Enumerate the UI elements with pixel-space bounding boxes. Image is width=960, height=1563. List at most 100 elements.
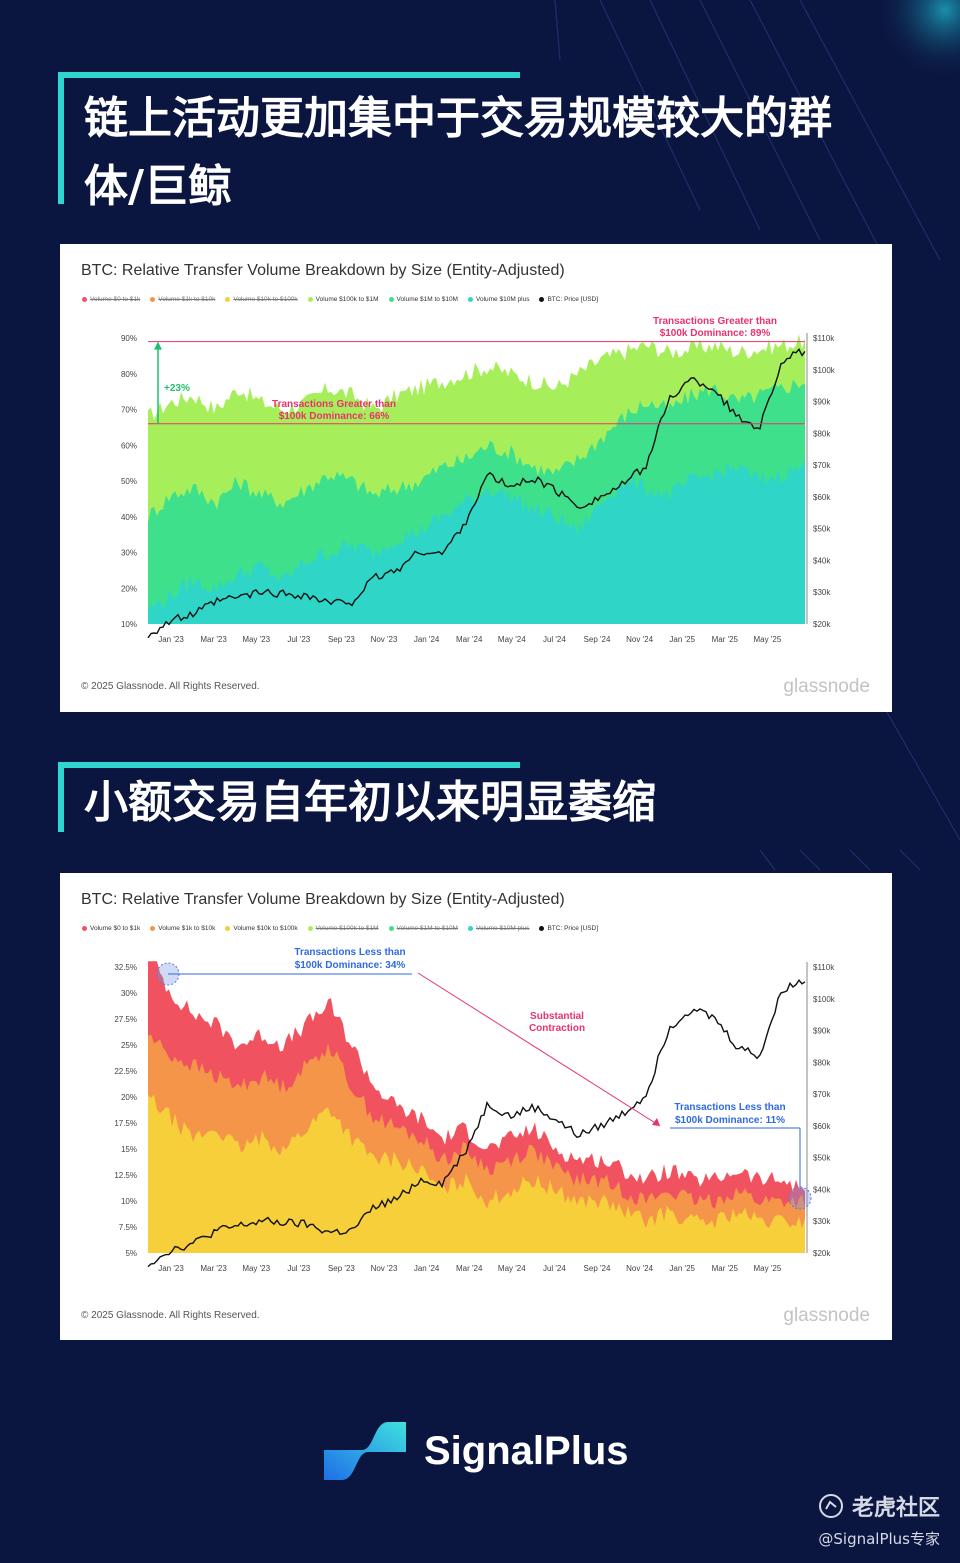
legend-label: Volume $0 to $1k xyxy=(90,925,141,932)
highlight-circle xyxy=(788,1186,812,1210)
y-tick-label: 5% xyxy=(125,1249,137,1258)
chart-panel-1: BTC: Relative Transfer Volume Breakdown … xyxy=(60,244,892,712)
legend-item[interactable]: Volume $1M to $10M xyxy=(388,296,458,303)
price-line xyxy=(147,979,806,1268)
legend-swatch xyxy=(150,297,156,302)
chart-title: BTC: Relative Transfer Volume Breakdown … xyxy=(81,891,565,908)
legend-item[interactable]: Volume $10k to $100k xyxy=(225,925,298,932)
x-tick-label: Jan '24 xyxy=(414,635,440,644)
legend-item[interactable]: Volume $10M plus xyxy=(467,296,529,303)
y2-tick-label: $110k xyxy=(813,334,835,343)
community-name: 老虎社区 xyxy=(851,1496,940,1521)
x-tick-label: Mar '25 xyxy=(712,635,739,644)
legend-item[interactable]: Volume $10k to $100k xyxy=(225,296,298,303)
x-tick-label: May '24 xyxy=(498,1264,526,1273)
legend-item[interactable]: Volume $100k to $1M xyxy=(307,925,379,932)
x-tick-label: Jan '24 xyxy=(414,1264,440,1273)
annotation-text: $100k Dominance: 89% xyxy=(660,328,771,339)
y-tick-label: 10% xyxy=(121,1197,137,1206)
legend-item[interactable]: Volume $0 to $1k xyxy=(82,296,140,303)
heading-accent-top xyxy=(58,762,520,768)
x-tick-label: Jan '23 xyxy=(158,635,184,644)
contraction-arrowhead xyxy=(652,1118,660,1126)
x-tick-label: Jul '23 xyxy=(287,1264,310,1273)
annotation-text: Transactions Greater than xyxy=(272,399,396,410)
author-handle: @SignalPlus专家 xyxy=(818,1530,940,1548)
legend-item[interactable]: Volume $1k to $10k xyxy=(150,925,215,932)
y-tick-label: 30% xyxy=(121,549,137,558)
y2-tick-label: $40k xyxy=(813,556,831,565)
legend-item[interactable]: Volume $1k to $10k xyxy=(150,296,215,303)
legend-label: BTC: Price [USD] xyxy=(547,925,599,932)
chart-plot: 10% 20% 30% 40% 50% 60% 70% 80% 90% $20k $30k $40k $… xyxy=(121,316,836,644)
legend-item[interactable]: Volume $1M to $10M xyxy=(388,925,458,932)
x-tick-label: Jul '24 xyxy=(543,1264,566,1273)
legend-item[interactable]: Volume $10M plus xyxy=(467,925,529,932)
x-tick-label: Sep '23 xyxy=(328,1264,355,1273)
y2-tick-label: $70k xyxy=(813,1090,831,1099)
y-tick-label: 12.5% xyxy=(114,1171,137,1180)
legend-item[interactable]: BTC: Price [USD] xyxy=(539,925,598,932)
x-tick-label: May '24 xyxy=(498,635,526,644)
y2-tick-label: $30k xyxy=(813,588,831,597)
legend-item[interactable]: Volume $100k to $1M xyxy=(307,296,379,303)
y-tick-label: 20% xyxy=(121,1093,137,1102)
y-tick-label: 40% xyxy=(121,513,137,522)
y2-tick-label: $100k xyxy=(813,995,836,1004)
y2-tick-label: $90k xyxy=(813,398,831,407)
legend-label: Volume $1k to $10k xyxy=(158,925,216,932)
x-tick-label: Jan '23 xyxy=(158,1264,184,1273)
y2-tick-label: $70k xyxy=(813,461,831,470)
heading-accent-top xyxy=(58,72,520,78)
legend-swatch xyxy=(82,297,87,302)
legend-item[interactable]: Volume $0 to $1k xyxy=(82,925,140,932)
y-tick-label: 60% xyxy=(121,441,137,450)
legend-swatch xyxy=(388,297,394,302)
x-tick-label: Nov '24 xyxy=(626,1264,653,1273)
x-tick-label: Nov '23 xyxy=(371,635,398,644)
y-tick-label: 30% xyxy=(121,989,137,998)
x-tick-label: Sep '24 xyxy=(584,635,611,644)
y-tick-label: 25% xyxy=(121,1041,137,1050)
legend-swatch xyxy=(539,297,545,302)
heading-accent-left xyxy=(58,72,64,204)
copyright-text: © 2025 Glassnode. All Rights Reserved. xyxy=(81,1310,260,1321)
heading-accent-left xyxy=(58,762,64,832)
y2-tick-label: $40k xyxy=(813,1185,831,1194)
contraction-arrow xyxy=(417,972,661,1127)
x-tick-label: Jan '25 xyxy=(669,1264,695,1273)
delta-arrowhead xyxy=(154,341,162,350)
x-tick-label: May '25 xyxy=(754,635,782,644)
y-tick-label: 90% xyxy=(121,334,137,343)
legend-swatch xyxy=(225,926,231,931)
y-tick-label: 32.5% xyxy=(114,963,137,972)
x-tick-label: May '25 xyxy=(754,1264,782,1273)
legend-label: Volume $100k to $1M xyxy=(315,296,379,303)
chart-panel-2: BTC: Relative Transfer Volume Breakdown … xyxy=(60,873,892,1340)
x-tick-label: Mar '24 xyxy=(456,635,483,644)
x-tick-label: Jul '24 xyxy=(543,635,566,644)
legend-item[interactable]: BTC: Price [USD] xyxy=(539,296,598,303)
heading-line-2: 体/巨鲸 xyxy=(84,161,233,212)
annotation-text: Substantial xyxy=(530,1011,584,1022)
y2-tick-label: $90k xyxy=(813,1027,831,1036)
heading-line-1: 链上活动更加集中于交易规模较大的群 xyxy=(84,93,832,144)
chart-title: BTC: Relative Transfer Volume Breakdown … xyxy=(81,262,565,279)
chart-legend: Volume $0 to $1k Volume $1k to $10k Volume… xyxy=(82,925,598,932)
y2-tick-label: $100k xyxy=(813,366,836,375)
heading-line: 小额交易自年初以来明显萎缩 xyxy=(84,777,656,828)
annotation-text: Transactions Less than xyxy=(674,1102,785,1113)
annotation-text: $100k Dominance: 11% xyxy=(675,1115,785,1126)
legend-swatch xyxy=(388,926,394,931)
y-tick-label: 15% xyxy=(121,1145,137,1154)
legend-swatch xyxy=(82,926,87,931)
legend-label: Volume $1M to $10M xyxy=(396,296,458,303)
chart-legend: Volume $0 to $1k Volume $1k to $10k Volume… xyxy=(82,296,598,303)
y2-tick-label: $50k xyxy=(813,525,831,534)
x-tick-label: Nov '24 xyxy=(626,635,653,644)
legend-label: Volume $10k to $100k xyxy=(233,925,298,932)
legend-swatch xyxy=(467,297,473,302)
area-series xyxy=(148,1094,805,1253)
annotation-text: $100k Dominance: 66% xyxy=(279,411,390,422)
y-tick-label: 7.5% xyxy=(119,1223,137,1232)
